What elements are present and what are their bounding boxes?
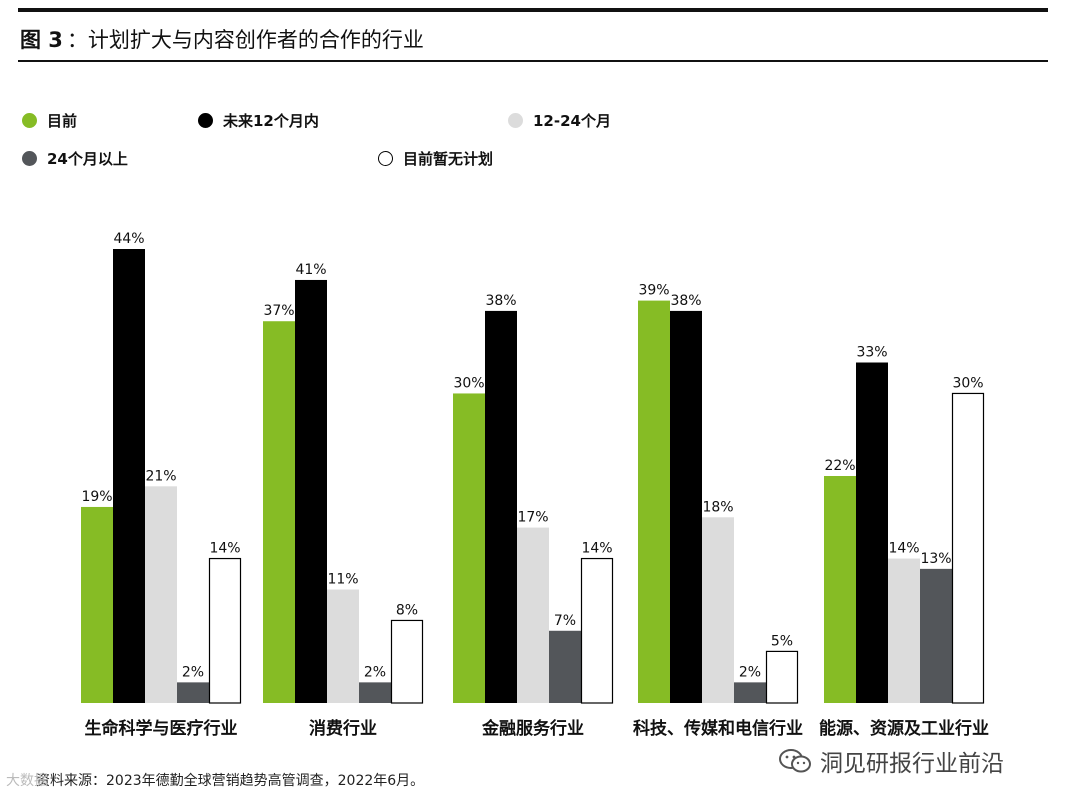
legend-item-current: 目前 bbox=[22, 110, 77, 131]
data-label: 14% bbox=[581, 541, 612, 557]
chart-title: 图 3 ：计划扩大与内容创作者的合作的行业 bbox=[20, 24, 424, 54]
wechat-icon bbox=[779, 749, 811, 773]
data-label: 17% bbox=[517, 510, 548, 526]
bar bbox=[390, 619, 424, 704]
legend-swatch bbox=[22, 113, 37, 128]
bar bbox=[113, 249, 145, 703]
bar bbox=[765, 650, 799, 704]
bar bbox=[359, 682, 391, 703]
data-label: 18% bbox=[702, 499, 733, 515]
bar bbox=[327, 589, 359, 703]
data-label: 8% bbox=[396, 602, 418, 618]
data-label: 30% bbox=[952, 375, 983, 391]
data-label: 7% bbox=[554, 613, 576, 629]
bar bbox=[638, 300, 670, 703]
legend-item-12-24m: 12-24个月 bbox=[508, 110, 611, 131]
bar bbox=[920, 568, 952, 703]
category-label: 消费行业 bbox=[309, 718, 377, 739]
bar bbox=[145, 486, 177, 703]
top-rule bbox=[18, 8, 1048, 12]
legend-item-24m-plus: 24个月以上 bbox=[22, 148, 128, 169]
data-label: 22% bbox=[824, 458, 855, 474]
bar bbox=[824, 476, 856, 703]
data-label: 38% bbox=[670, 293, 701, 309]
bar bbox=[580, 557, 614, 704]
legend-swatch bbox=[198, 113, 213, 128]
bar bbox=[702, 517, 734, 703]
category-label: 科技、传媒和电信行业 bbox=[633, 718, 803, 739]
bar bbox=[177, 682, 209, 703]
category-label: 金融服务行业 bbox=[481, 718, 584, 739]
bar bbox=[295, 279, 327, 703]
bar bbox=[888, 558, 920, 703]
bar-chart: 19% 44% 21% 2% 14% 生命科学与医疗行业 37% 41% 11% 2% 8% 消费行业… bbox=[81, 231, 989, 739]
bar bbox=[734, 682, 766, 703]
data-label: 11% bbox=[327, 572, 358, 588]
watermark-text: 洞见研报行业前沿 bbox=[820, 751, 1004, 777]
bar bbox=[549, 630, 581, 703]
figure-label: 图 3 bbox=[20, 28, 63, 52]
legend-swatch bbox=[22, 151, 37, 166]
data-label: 13% bbox=[920, 551, 951, 567]
data-label: 2% bbox=[739, 664, 761, 680]
category-label: 能源、资源及工业行业 bbox=[819, 718, 989, 739]
data-label: 30% bbox=[453, 375, 484, 391]
legend-item-no-plan: 目前暂无计划 bbox=[378, 148, 493, 169]
source-note: 资料来源：2023年德勤全球营销趋势高管调查，2022年6月。 bbox=[36, 773, 425, 789]
bar bbox=[517, 527, 549, 703]
bar bbox=[856, 362, 888, 703]
data-label: 38% bbox=[485, 293, 516, 309]
data-label: 2% bbox=[182, 664, 204, 680]
legend-label: 12-24个月 bbox=[533, 112, 611, 130]
data-label: 21% bbox=[145, 468, 176, 484]
bar bbox=[81, 506, 113, 703]
data-label: 41% bbox=[295, 262, 326, 278]
data-label: 14% bbox=[209, 541, 240, 557]
left-watermark: 大数据 bbox=[6, 773, 48, 789]
category-label: 生命科学与医疗行业 bbox=[85, 718, 238, 739]
data-label: 5% bbox=[771, 633, 793, 649]
data-label: 44% bbox=[113, 231, 144, 247]
data-label: 2% bbox=[364, 664, 386, 680]
bar bbox=[453, 393, 485, 703]
legend-label: 未来12个月内 bbox=[223, 112, 319, 130]
title-text: ：计划扩大与内容创作者的合作的行业 bbox=[66, 28, 424, 52]
legend-swatch bbox=[378, 151, 393, 166]
legend-swatch bbox=[508, 113, 523, 128]
watermark: 洞见研报行业前沿 bbox=[778, 744, 1004, 778]
data-label: 39% bbox=[638, 283, 669, 299]
legend-item-next-12m: 未来12个月内 bbox=[198, 110, 319, 131]
legend-label: 24个月以上 bbox=[47, 150, 128, 168]
bar bbox=[485, 310, 517, 703]
data-label: 14% bbox=[888, 541, 919, 557]
data-label: 19% bbox=[81, 489, 112, 505]
data-label: 37% bbox=[263, 303, 294, 319]
legend-label: 目前暂无计划 bbox=[403, 150, 494, 168]
bar bbox=[208, 557, 242, 704]
bar bbox=[263, 321, 295, 703]
title-rule bbox=[18, 60, 1048, 62]
bar bbox=[670, 310, 702, 703]
data-label: 33% bbox=[856, 345, 887, 361]
bar bbox=[951, 392, 985, 704]
legend-label: 目前 bbox=[47, 112, 78, 130]
